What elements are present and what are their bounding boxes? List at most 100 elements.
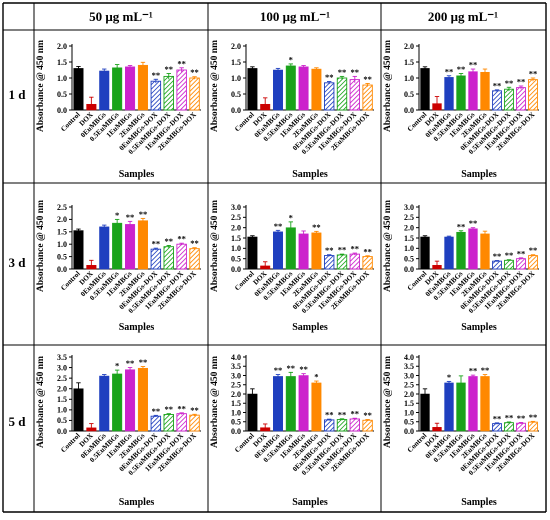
significance-label: ** bbox=[325, 245, 334, 255]
y-axis-label: Absorbance @ 450 nm bbox=[210, 356, 220, 448]
y-tick-label: 1.0 bbox=[57, 74, 67, 83]
bar-control bbox=[73, 388, 84, 432]
bar-1eumbgs bbox=[298, 66, 309, 111]
y-tick-label: 1.0 bbox=[404, 74, 414, 83]
significance-label: ** bbox=[493, 413, 502, 423]
bar-1eumbgs bbox=[125, 369, 136, 432]
y-tick-label: 0.5 bbox=[57, 416, 67, 425]
chart-panels: Absorbance @ 450 nm 0.00.51.01.52.0Contro… bbox=[36, 40, 539, 508]
y-tick-label: 2.0 bbox=[404, 223, 414, 232]
bar-0.5eumbgs-dox bbox=[336, 77, 348, 111]
significance-label: ** bbox=[312, 222, 321, 232]
column-header-200: 200 μg mL⁻¹ bbox=[428, 9, 498, 24]
bar-0.5eumbgs-dox bbox=[504, 259, 514, 270]
bar-1eumbgs bbox=[125, 224, 136, 270]
table-grid bbox=[2, 2, 547, 513]
significance-label: ** bbox=[351, 244, 360, 254]
bar-1eumbgs-dox bbox=[516, 87, 526, 111]
bar-1eumbgs-dox bbox=[176, 69, 187, 111]
bar-0.5eumbgs-dox bbox=[163, 75, 174, 111]
x-axis-label: Samples bbox=[461, 169, 497, 180]
bar-2eumbgs-dox bbox=[528, 255, 538, 270]
bar-0.5eumbgs-dox bbox=[163, 414, 174, 432]
bar-0.5eumbgs-dox bbox=[163, 246, 174, 270]
significance-label: ** bbox=[165, 404, 174, 414]
y-tick-label: 2.5 bbox=[404, 213, 414, 222]
significance-label: * bbox=[289, 54, 293, 64]
bar-control bbox=[247, 393, 258, 432]
bar-0.5eumbgs bbox=[285, 227, 296, 270]
y-tick-label: 0.0 bbox=[404, 265, 414, 274]
bar-2eumbgs bbox=[137, 220, 148, 270]
y-tick-label: 1.5 bbox=[404, 399, 414, 408]
bar-0eumbgs-dox bbox=[492, 423, 502, 432]
y-tick-label: 0.5 bbox=[231, 418, 241, 427]
significance-label: ** bbox=[152, 239, 161, 249]
significance-label: ** bbox=[517, 413, 526, 423]
y-tick-label: 1.0 bbox=[404, 408, 414, 417]
bar-2eumbgs-dox bbox=[189, 414, 200, 432]
bar-1eumbgs bbox=[298, 375, 309, 432]
bar-1eumbgs-dox bbox=[349, 253, 360, 270]
y-tick-label: 1.5 bbox=[404, 234, 414, 243]
y-tick-label: 1.0 bbox=[231, 244, 241, 253]
bar-0.5eumbgs bbox=[285, 376, 296, 432]
bar-2eumbgs-dox bbox=[362, 256, 373, 270]
y-tick-label: 2.0 bbox=[404, 42, 414, 51]
significance-label: ** bbox=[274, 365, 283, 375]
bar-control bbox=[73, 230, 84, 270]
bar-0eumbgs-dox bbox=[492, 260, 502, 270]
bar-0eumbgs-dox bbox=[324, 255, 335, 270]
significance-label: ** bbox=[287, 363, 296, 373]
significance-label: ** bbox=[274, 221, 283, 231]
bar-0.5eumbgs bbox=[112, 67, 123, 111]
bar-1eumbgs-dox bbox=[516, 422, 526, 432]
significance-label: ** bbox=[493, 80, 502, 90]
y-tick-label: 0.0 bbox=[231, 427, 241, 436]
significance-label: * bbox=[289, 212, 293, 222]
y-tick-label: 4.0 bbox=[404, 353, 414, 362]
y-tick-label: 1.0 bbox=[57, 240, 67, 249]
significance-label: ** bbox=[457, 221, 466, 231]
x-axis-label: Samples bbox=[461, 322, 497, 333]
y-tick-label: 3.0 bbox=[57, 363, 67, 372]
bar-0eumbgs bbox=[273, 376, 283, 432]
significance-label: ** bbox=[165, 64, 174, 74]
significance-label: ** bbox=[457, 64, 466, 74]
y-tick-label: 1.5 bbox=[57, 228, 67, 237]
y-tick-label: 4.0 bbox=[231, 353, 241, 362]
y-axis-label: Absorbance @ 450 nm bbox=[383, 356, 393, 448]
chart-panel-3d-col3: Absorbance @ 450 nm 0.0 0.51.01.5 2.02.53.0… bbox=[383, 200, 539, 333]
bar-1eumbgs-dox bbox=[516, 258, 526, 270]
chart-panel-1d-col2: Absorbance @ 450 nm 0.00.51.01.52.0Contro… bbox=[210, 40, 374, 180]
bar-control bbox=[420, 68, 430, 111]
chart-panel-1d-col3: Absorbance @ 450 nm 0.00.51.01.52.0Contro… bbox=[383, 40, 539, 180]
x-axis-label: Samples bbox=[119, 322, 155, 333]
bar-2eumbgs-dox bbox=[528, 79, 538, 111]
significance-label: ** bbox=[126, 212, 135, 222]
y-tick-label: 2.5 bbox=[57, 374, 67, 383]
y-tick-label: 2.5 bbox=[231, 381, 241, 390]
significance-label: ** bbox=[529, 69, 538, 79]
significance-label: ** bbox=[177, 403, 186, 413]
significance-label: * bbox=[115, 361, 119, 371]
y-tick-label: 3.5 bbox=[404, 362, 414, 371]
bar-2eumbgs bbox=[137, 64, 148, 111]
significance-label: ** bbox=[505, 250, 514, 260]
significance-label: ** bbox=[139, 209, 148, 219]
x-axis-label: Samples bbox=[461, 497, 497, 508]
y-tick-label: 1.5 bbox=[231, 234, 241, 243]
bar-0eumbgs bbox=[444, 382, 454, 432]
bar-0eumbgs-dox bbox=[324, 82, 335, 111]
bar-control bbox=[73, 68, 84, 111]
significance-label: ** bbox=[351, 67, 360, 77]
significance-label: ** bbox=[529, 245, 538, 255]
bar-1eumbgs-dox bbox=[349, 418, 360, 432]
y-axis-label: Absorbance @ 450 nm bbox=[383, 200, 393, 292]
row-header-3d: 3 d bbox=[9, 255, 27, 270]
bar-2eumbgs bbox=[311, 232, 322, 270]
y-tick-label: 0.5 bbox=[57, 90, 67, 99]
y-tick-label: 1.5 bbox=[231, 58, 241, 67]
